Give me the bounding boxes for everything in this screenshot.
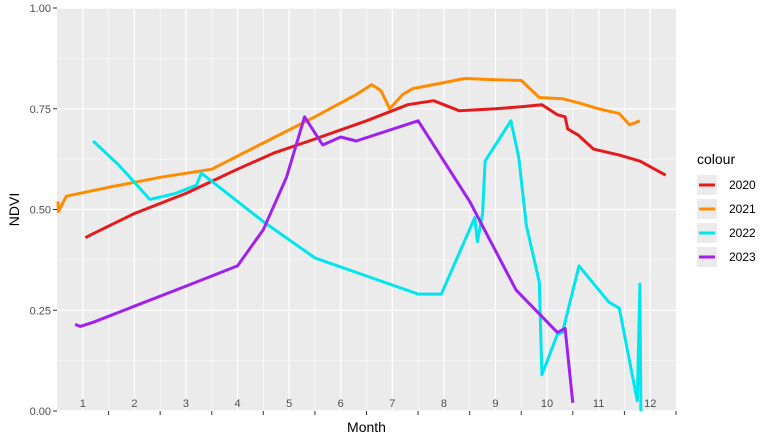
series-lines <box>56 77 667 412</box>
month-label: 6 <box>338 398 344 410</box>
month-label: 8 <box>441 398 447 410</box>
month-label: 2 <box>131 398 137 410</box>
legend-label-2020: 2020 <box>729 178 756 192</box>
legend-label-2022: 2022 <box>729 226 756 240</box>
month-label: 1 <box>80 398 86 410</box>
y-axis: 0.00 0.25 0.50 0.75 1.00 <box>30 3 57 418</box>
month-label: 3 <box>183 398 189 410</box>
series-line-2022 <box>92 119 643 412</box>
y-tick-label: 0.00 <box>30 406 51 418</box>
x-axis-title: Month <box>347 419 386 435</box>
y-tick-label: 0.75 <box>30 104 51 116</box>
x-axis <box>108 411 677 415</box>
month-label: 11 <box>593 398 604 410</box>
legend-label-2021: 2021 <box>729 202 756 216</box>
month-label: 7 <box>389 398 395 410</box>
legend-title: colour <box>697 151 735 167</box>
legend-label-2023: 2023 <box>729 250 756 264</box>
month-label: 9 <box>492 398 498 410</box>
month-label: 10 <box>541 398 553 410</box>
y-tick-label: 1.00 <box>30 3 51 15</box>
month-label: 5 <box>286 398 292 410</box>
y-tick-label: 0.25 <box>30 305 51 317</box>
month-label: 4 <box>234 398 240 410</box>
series-line-2021 <box>56 77 641 213</box>
y-tick-label: 0.50 <box>30 205 51 217</box>
legend: colour 2020 2021 2022 2023 <box>697 151 756 267</box>
y-axis-title: NDVI <box>6 193 22 226</box>
month-label: 12 <box>644 398 656 410</box>
series-line-2023 <box>74 115 575 404</box>
month-labels: 1 2 3 4 5 6 7 8 9 10 11 12 <box>80 398 657 410</box>
